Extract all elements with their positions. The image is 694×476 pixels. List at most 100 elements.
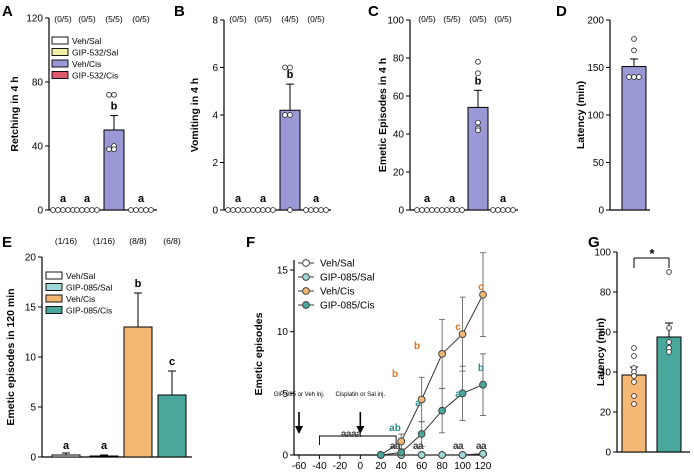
y-axis-label: Emetic episodes: [253, 312, 265, 395]
y-tick-label: 40: [32, 142, 44, 153]
data-point: [459, 207, 465, 213]
data-point: [500, 207, 506, 213]
data-point: [475, 58, 481, 65]
y-tick-label: 40: [600, 368, 612, 379]
y-tick-label: 120: [26, 14, 43, 25]
legend-label: Veh/Cis: [66, 294, 95, 304]
y-tick-label: 60: [600, 328, 612, 339]
data-point: [631, 401, 637, 407]
significance-letter: b: [111, 101, 118, 113]
data-point: [636, 74, 642, 80]
data-point: [318, 207, 324, 213]
fraction-label: (0/5): [254, 14, 272, 24]
data-point: [631, 47, 637, 54]
data-point: [245, 207, 251, 213]
x-tick-label: 120: [475, 461, 492, 472]
series-point: [479, 380, 487, 389]
legend-swatch: [45, 306, 63, 314]
legend-label: Veh/Sal: [320, 259, 354, 270]
bar: [51, 454, 81, 458]
series-line: [380, 453, 484, 456]
fraction-label: (0/5): [469, 14, 487, 24]
data-point: [454, 207, 460, 213]
y-tick-label: 10: [277, 327, 289, 338]
y-tick-label: 0: [30, 453, 36, 464]
significance-letter: aa: [476, 441, 487, 452]
baseline-bracket: [318, 435, 397, 445]
series-point: [438, 349, 447, 358]
fraction-label: (0/5): [132, 14, 150, 24]
legend-swatch: [51, 59, 69, 68]
data-point: [475, 127, 481, 134]
panel-letter: F: [246, 234, 255, 251]
legend-label: Veh/Cis: [72, 59, 101, 69]
y-tick-label: 5: [30, 403, 36, 414]
panel-letter: B: [174, 3, 185, 20]
series-point: [438, 406, 447, 415]
series-point: [458, 389, 467, 398]
significance-letter: ab: [389, 423, 401, 434]
fraction-label: (0/5): [418, 14, 436, 24]
data-point: [74, 207, 80, 213]
bar: [123, 326, 153, 458]
data-point: [631, 379, 637, 385]
bar: [279, 109, 301, 211]
chart-bars: [51, 58, 682, 458]
data-point: [475, 119, 481, 126]
data-point: [287, 112, 293, 118]
data-point: [631, 373, 637, 379]
significance-letter: a: [138, 193, 145, 205]
significance-letter: a: [313, 193, 320, 205]
legend-label: GIP-085/Cis: [66, 306, 112, 316]
panel-letter: E: [2, 234, 12, 251]
fraction-label: (0/5): [229, 14, 247, 24]
data-point: [631, 345, 637, 351]
y-tick-label: 100: [587, 111, 604, 122]
legend-swatch: [51, 36, 69, 45]
data-point: [631, 353, 637, 359]
legend-label: Veh/Cis: [320, 287, 354, 298]
y-tick-label: 8: [212, 16, 218, 27]
series-point: [458, 451, 467, 459]
y-tick-label: 200: [587, 16, 604, 27]
y-tick-label: 0: [37, 206, 43, 217]
y-tick-label: 40: [393, 130, 405, 141]
injection-arrowhead: [295, 426, 303, 434]
injection-arrowhead: [356, 426, 365, 434]
series-point: [479, 449, 487, 458]
data-point: [495, 207, 501, 213]
data-point: [282, 64, 288, 71]
y-axis-label: Emetic episodes in 120 min: [5, 288, 17, 425]
legend-swatch: [51, 71, 69, 79]
series-line: [380, 294, 484, 456]
significance-letter: a: [63, 440, 70, 452]
series-point: [397, 437, 406, 446]
x-tick-label: -20: [333, 461, 348, 472]
significance-letter: aa: [390, 441, 401, 452]
significance-letter: a: [101, 440, 108, 452]
significance-letter: a: [84, 193, 91, 205]
significance-letter: a: [235, 193, 242, 205]
data-point: [84, 207, 90, 213]
y-tick-label: 0: [212, 206, 218, 217]
data-point: [65, 207, 71, 213]
data-point: [414, 207, 420, 213]
significance-letter: aa: [413, 441, 424, 452]
y-tick-label: 10: [25, 353, 37, 364]
annotation-label: Cisplatin or Sal inj.: [335, 392, 385, 398]
bar: [656, 336, 682, 453]
data-point: [631, 74, 637, 80]
fraction-label: (0/5): [307, 14, 325, 24]
data-point: [94, 207, 100, 213]
significance-letter: aa: [453, 441, 464, 452]
data-point: [79, 207, 85, 213]
significance-letter: b: [287, 69, 294, 81]
data-point: [55, 207, 61, 213]
x-tick-label: 60: [416, 461, 428, 472]
x-tick-label: 80: [437, 461, 449, 472]
legend-label: GIP-085/Sal: [66, 283, 112, 293]
y-axis-label: Latency (min): [575, 81, 587, 149]
data-point: [255, 207, 261, 213]
data-point: [439, 207, 445, 213]
bar: [621, 374, 647, 453]
